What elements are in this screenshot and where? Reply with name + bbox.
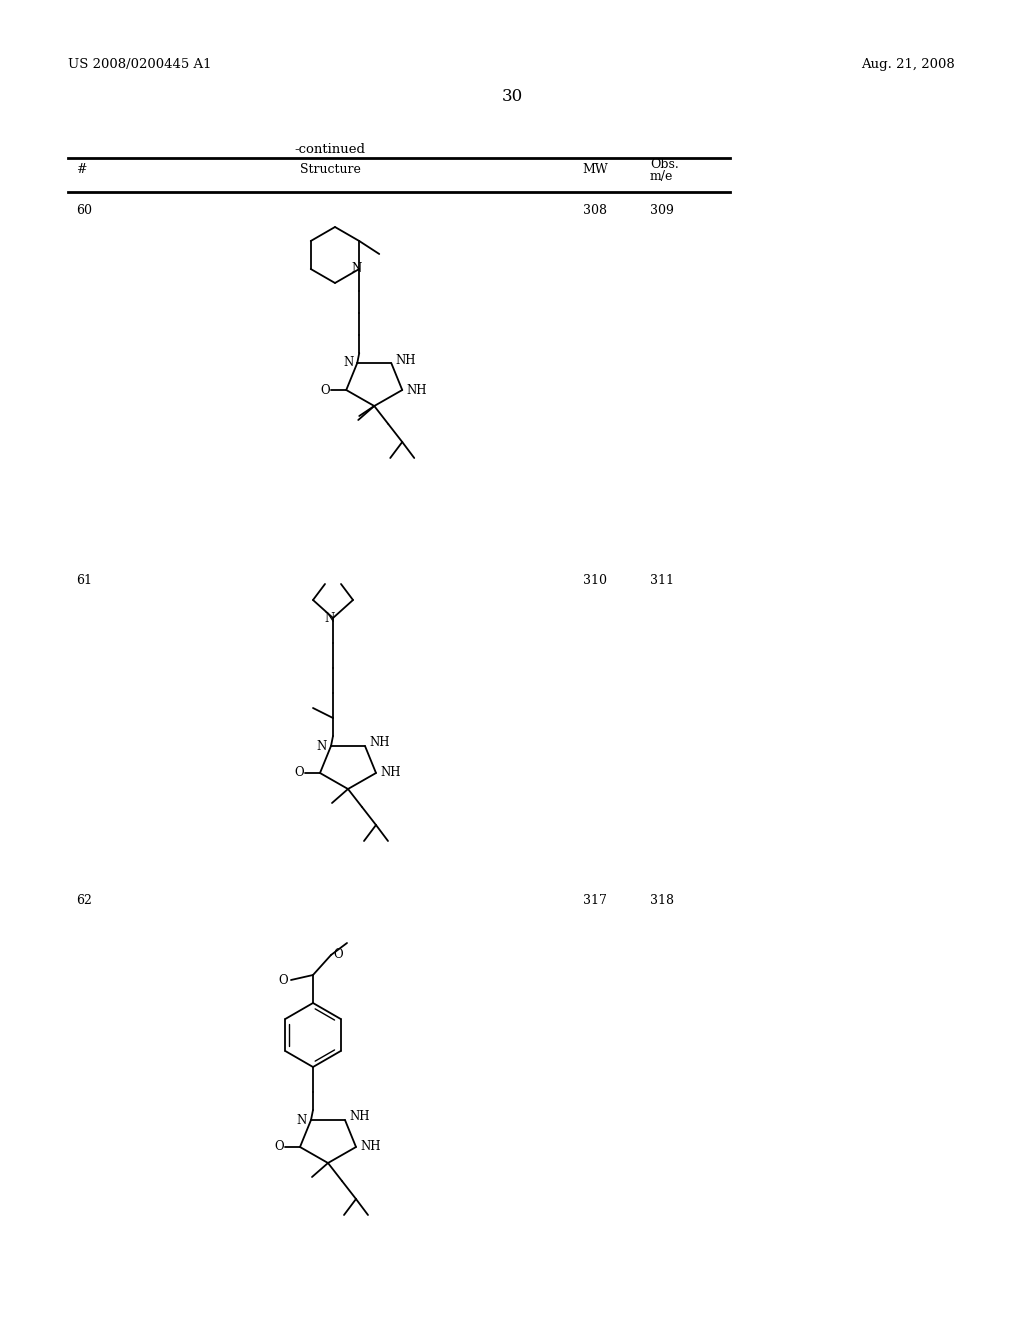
Text: 310: 310 (583, 573, 607, 586)
Text: NH: NH (369, 737, 389, 750)
Text: 309: 309 (650, 203, 674, 216)
Text: O: O (279, 974, 288, 986)
Text: 318: 318 (650, 894, 674, 907)
Text: 311: 311 (650, 573, 674, 586)
Text: 61: 61 (76, 573, 92, 586)
Text: 62: 62 (76, 894, 92, 907)
Text: O: O (321, 384, 331, 396)
Text: NH: NH (380, 767, 400, 780)
Text: O: O (333, 949, 343, 961)
Text: N: N (325, 611, 335, 624)
Text: m/e: m/e (650, 170, 674, 183)
Text: NH: NH (360, 1140, 381, 1154)
Text: -continued: -continued (295, 143, 366, 156)
Text: Structure: Structure (300, 162, 360, 176)
Text: N: N (297, 1114, 307, 1126)
Text: NH: NH (395, 354, 416, 367)
Text: 30: 30 (502, 88, 522, 106)
Text: 317: 317 (583, 894, 607, 907)
Text: 60: 60 (76, 203, 92, 216)
Text: Obs.: Obs. (650, 158, 679, 172)
Text: O: O (294, 767, 304, 780)
Text: 308: 308 (583, 203, 607, 216)
Text: NH: NH (349, 1110, 370, 1123)
Text: O: O (274, 1140, 284, 1154)
Text: N: N (316, 739, 327, 752)
Text: NH: NH (407, 384, 427, 396)
Text: #: # (76, 162, 86, 176)
Text: US 2008/0200445 A1: US 2008/0200445 A1 (68, 58, 212, 71)
Text: N: N (351, 263, 361, 276)
Text: Aug. 21, 2008: Aug. 21, 2008 (861, 58, 955, 71)
Text: MW: MW (582, 162, 608, 176)
Text: N: N (343, 356, 353, 370)
